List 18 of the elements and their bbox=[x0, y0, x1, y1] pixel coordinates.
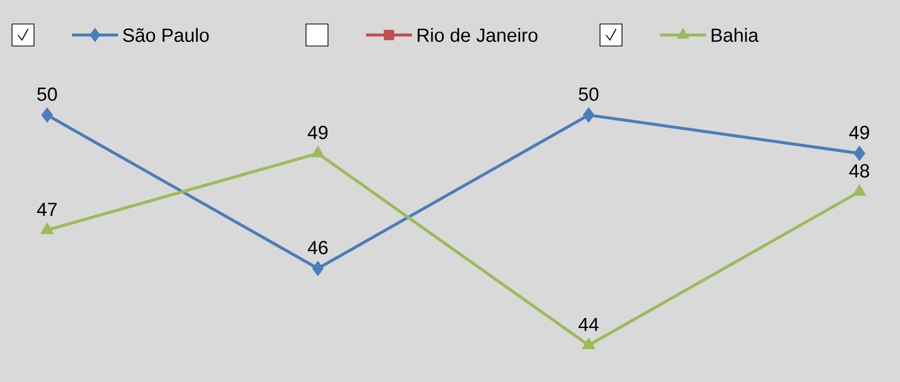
data-label: 47 bbox=[37, 202, 57, 216]
point bbox=[40, 222, 54, 234]
point bbox=[852, 184, 866, 196]
point bbox=[582, 338, 596, 350]
data-label: 49 bbox=[308, 126, 328, 140]
data-label: 44 bbox=[578, 318, 599, 331]
data-label: 46 bbox=[308, 240, 328, 254]
legend-label: Rio de Janeiro bbox=[418, 28, 538, 42]
point bbox=[312, 260, 324, 276]
legend-label: Bahia bbox=[712, 28, 759, 42]
point bbox=[854, 146, 866, 161]
data-label: 49 bbox=[849, 126, 870, 140]
legend-label: São Paulo bbox=[123, 28, 209, 42]
data-label: 50 bbox=[37, 87, 57, 101]
point bbox=[41, 108, 53, 123]
data-label: 48 bbox=[849, 164, 870, 178]
point bbox=[582, 108, 594, 123]
data-label: 50 bbox=[578, 87, 598, 101]
